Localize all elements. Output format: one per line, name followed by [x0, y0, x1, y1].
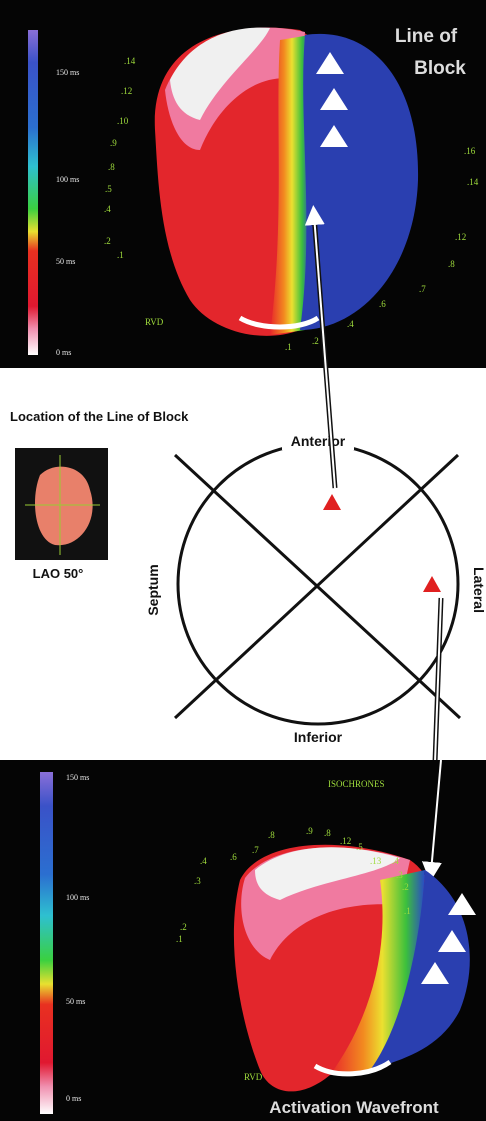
panel-title: Block [414, 58, 466, 79]
scale-label: 50 ms [56, 257, 75, 266]
isochrone-label: .10 [117, 116, 129, 126]
isochrone-label: .16 [464, 146, 476, 156]
isochrone-label: .9 [110, 138, 117, 148]
figure: Line of Block 150 ms 100 ms 50 ms 0 ms .… [0, 0, 486, 1121]
isochrone-label: .8 [448, 259, 455, 269]
isochrone-label: .1 [176, 934, 183, 944]
block-location [423, 576, 441, 592]
isochrone-label: .1 [117, 250, 124, 260]
isochrone-label: .3 [396, 870, 403, 880]
isochrone-label: .7 [252, 845, 259, 855]
isochrone-label: .8 [324, 828, 331, 838]
isochrone-label: .14 [124, 56, 136, 66]
isochrone-label: .4 [200, 856, 207, 866]
direction-label: Anterior [291, 433, 346, 449]
isochrone-label: .2 [402, 882, 409, 892]
direction-label: Septum [145, 564, 161, 615]
legend-title: ISOCHRONES [328, 779, 385, 789]
heading: Location of the Line of Block [10, 409, 189, 424]
scale-label: 0 ms [56, 348, 71, 357]
scale-label: 0 ms [66, 1094, 81, 1103]
isochrone-label: .5 [105, 184, 112, 194]
panel-title: Line of [395, 26, 458, 47]
scale-label: 100 ms [66, 893, 89, 902]
direction-label: Inferior [294, 729, 343, 745]
block-location [323, 494, 341, 510]
scale-label: 150 ms [56, 68, 79, 77]
isochrone-label: .2 [312, 336, 319, 346]
direction-label: Lateral [471, 567, 486, 613]
isochrone-label: .13 [370, 856, 382, 866]
isochrone-label: .9 [306, 826, 313, 836]
isochrone-label: .1 [285, 342, 292, 352]
scale-label: 100 ms [56, 175, 79, 184]
isochrone-label: .2 [104, 236, 111, 246]
isochrone-label: .6 [379, 299, 386, 309]
isochrone-label: .12 [340, 836, 351, 846]
isochrone-label: .8 [268, 830, 275, 840]
isochrone-label: .4 [347, 319, 354, 329]
panel-title: Activation Wavefront [269, 1098, 439, 1117]
isochrone-label: .6 [230, 852, 237, 862]
scale-label: 50 ms [66, 997, 85, 1006]
isochrone-label: .4 [104, 204, 111, 214]
color-scale [28, 30, 38, 355]
isochrone-label: .12 [455, 232, 466, 242]
isochrone-label: .7 [419, 284, 426, 294]
isochrone-label: .5 [356, 842, 363, 852]
view-label: LAO 50° [33, 566, 84, 581]
chamber-label: RVD [244, 1072, 263, 1082]
isochrone-label: .14 [467, 177, 479, 187]
chamber-label: RVD [145, 317, 164, 327]
scale-label: 150 ms [66, 773, 89, 782]
color-scale [40, 772, 53, 1114]
isochrone-label: .1 [404, 906, 411, 916]
isochrone-label: .12 [121, 86, 132, 96]
isochrone-label: .4 [392, 856, 399, 866]
isochrone-label: .3 [194, 876, 201, 886]
isochrone-label: .8 [108, 162, 115, 172]
isochrone-label: .2 [180, 922, 187, 932]
page: {"top_panel": {"title_lines": ["Line of"… [0, 0, 486, 1121]
